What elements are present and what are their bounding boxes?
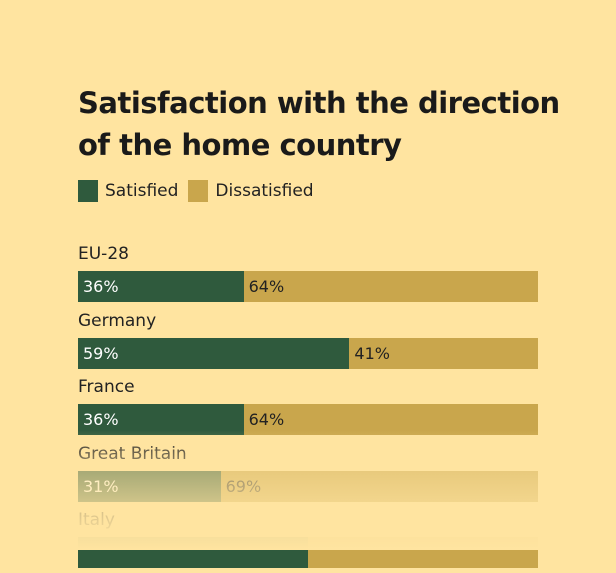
bar-segment-satisfied-italy: [78, 537, 308, 568]
bar-segment-dissatisfied-italy: [308, 537, 538, 568]
bar-row-eu-28: EU-28 36% 64%: [78, 240, 538, 307]
legend-item-satisfied: Satisfied: [78, 180, 178, 202]
bar-row-france: France 36% 64%: [78, 373, 538, 440]
bar-segment-dissatisfied-germany: 41%: [349, 337, 538, 369]
legend-swatch-satisfied: [78, 180, 98, 202]
category-label-germany: Germany: [78, 310, 157, 331]
bar-segment-satisfied-france: 36%: [78, 404, 244, 435]
stacked-bar-france: 36% 64%: [78, 404, 538, 435]
legend-item-dissatisfied: Dissatisfied: [188, 180, 314, 202]
chart-title: Satisfaction with the direction of the h…: [78, 86, 560, 162]
stacked-bar-italy: [78, 537, 538, 568]
bar-segment-satisfied-great-britain: 31%: [78, 470, 221, 502]
data-label-satisfied-great-britain: 31%: [83, 476, 119, 496]
data-label-satisfied-france: 36%: [83, 410, 119, 429]
bar-row-italy: Italy: [78, 506, 538, 573]
bar-row-great-britain: Great Britain 31% 69%: [78, 440, 538, 507]
bar-segment-satisfied-germany: 59%: [78, 337, 350, 369]
stacked-bar-germany: 59% 41%: [78, 337, 538, 369]
bar-rows: EU-28 36% 64% Germany 59% 41% France 36% 64% Grea…: [78, 240, 538, 573]
category-label-italy: Italy: [78, 510, 115, 530]
data-label-dissatisfied-germany: 41%: [354, 343, 390, 363]
data-label-satisfied-germany: 59%: [83, 343, 119, 363]
stacked-bar-great-britain: 31% 69%: [78, 470, 538, 502]
data-label-dissatisfied-eu-28: 64%: [248, 277, 285, 296]
category-label-eu-28: EU-28: [78, 244, 129, 264]
bar-segment-dissatisfied-eu-28: 64%: [243, 271, 538, 302]
data-label-dissatisfied-france: 64%: [248, 410, 285, 429]
bar-segment-satisfied-eu-28: 36%: [78, 271, 244, 302]
data-label-dissatisfied-great-britain: 69%: [225, 476, 262, 496]
bar-segment-dissatisfied-great-britain: 69%: [220, 470, 538, 502]
data-label-satisfied-eu-28: 36%: [83, 277, 119, 296]
legend-label-dissatisfied: Dissatisfied: [215, 181, 314, 201]
legend: Satisfied Dissatisfied: [78, 180, 324, 202]
bar-row-germany: Germany 59% 41%: [78, 307, 538, 374]
legend-label-satisfied: Satisfied: [105, 181, 179, 201]
bar-segment-dissatisfied-france: 64%: [243, 404, 538, 435]
category-label-great-britain: Great Britain: [78, 443, 187, 464]
stacked-bar-eu-28: 36% 64%: [78, 271, 538, 302]
category-label-france: France: [78, 377, 135, 397]
legend-swatch-dissatisfied: [188, 180, 209, 202]
